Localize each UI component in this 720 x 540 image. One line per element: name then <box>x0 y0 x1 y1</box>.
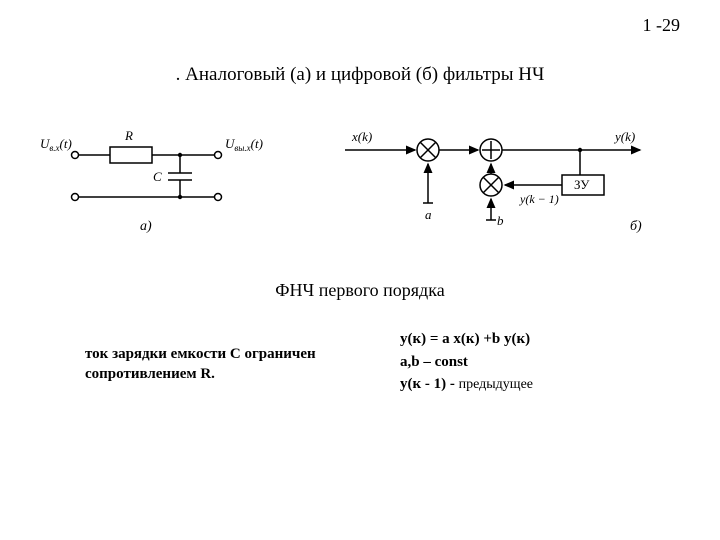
svg-text:R: R <box>124 128 133 143</box>
note-left: ток зарядки емкости С ограничен сопротив… <box>85 345 345 384</box>
eq-line3a: y(к - 1) - <box>400 376 459 392</box>
svg-text:Uвы.х(t): Uвы.х(t) <box>225 136 263 153</box>
eq-line1: y(к) = a x(к) +b y(к) <box>400 331 530 347</box>
svg-text:y(k − 1): y(k − 1) <box>519 192 559 206</box>
svg-text:a): a) <box>140 219 152 234</box>
svg-text:a: a <box>425 207 432 222</box>
svg-text:б): б) <box>630 219 642 234</box>
svg-text:ЗУ: ЗУ <box>574 177 590 192</box>
analog-circuit: Uв.х(t) R Uвы.х(t) С a) <box>40 128 263 234</box>
eq-line2: a,b – const <box>400 354 468 370</box>
note-left-line1: ток зарядки емкости С ограничен <box>85 346 316 362</box>
eq-line3b: предыдущее <box>459 377 533 392</box>
digital-circuit: x(k) a y(k) ЗУ y(k − 1) <box>345 129 642 234</box>
svg-text:x(k): x(k) <box>351 129 372 144</box>
diagram-area: Uв.х(t) R Uвы.х(t) С a) <box>40 125 680 245</box>
svg-text:y(k): y(k) <box>613 129 635 144</box>
title: . Аналоговый (а) и цифровой (б) фильтры … <box>0 64 720 86</box>
svg-text:b: b <box>497 213 504 228</box>
subtitle: ФНЧ первого порядка <box>0 280 720 301</box>
note-right: y(к) = a x(к) +b y(к) a,b – const y(к - … <box>400 328 660 396</box>
page-number: 1 -29 <box>643 15 681 36</box>
svg-text:С: С <box>153 169 162 184</box>
svg-text:Uв.х(t): Uв.х(t) <box>40 136 72 153</box>
note-left-line2: сопротивлением R. <box>85 366 215 382</box>
